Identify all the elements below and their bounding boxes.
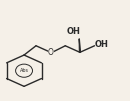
Text: O: O: [48, 48, 54, 57]
Text: OH: OH: [67, 27, 81, 36]
Text: OH: OH: [95, 40, 109, 49]
Text: Abs: Abs: [20, 68, 29, 73]
Polygon shape: [79, 39, 80, 52]
